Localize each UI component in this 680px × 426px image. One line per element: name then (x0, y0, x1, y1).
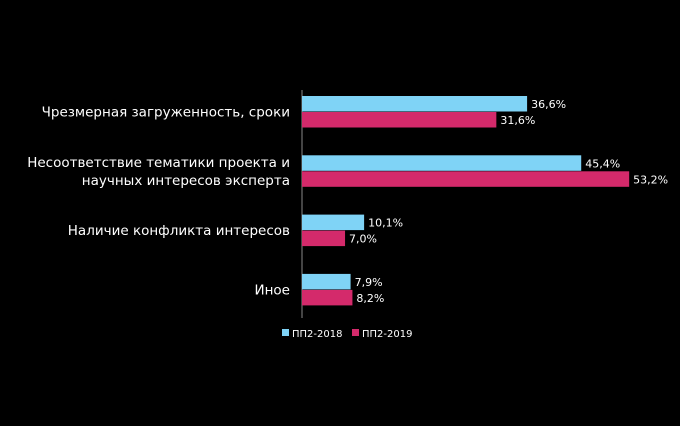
legend-label: ПП2-2019 (362, 329, 412, 340)
legend-swatch (282, 329, 289, 336)
category-label: Чрезмерная загруженность, сроки (42, 105, 290, 121)
bar-ПП2-2019 (302, 289, 353, 306)
bar-ПП2-2018 (302, 214, 365, 231)
bar-ПП2-2019 (302, 171, 630, 187)
category-label: Наличие конфликта интересов (68, 223, 290, 239)
data-label: 7,0% (349, 233, 377, 246)
data-label: 45,4% (585, 157, 620, 170)
category-label: Несоответствие тематики проекта и (27, 155, 290, 171)
data-label: 10,1% (368, 217, 403, 230)
data-label: 31,6% (500, 114, 535, 127)
data-label: 53,2% (633, 173, 668, 186)
bar-ПП2-2019 (302, 230, 346, 247)
category-label: Иное (255, 282, 291, 298)
bar-ПП2-2018 (302, 96, 528, 112)
data-label: 7,9% (355, 276, 383, 289)
data-label: 8,2% (356, 292, 384, 305)
legend-label: ПП2-2018 (292, 329, 342, 340)
bar-ПП2-2018 (302, 155, 582, 171)
bar-ПП2-2019 (302, 112, 497, 128)
bar-ПП2-2018 (302, 273, 351, 290)
data-label: 36,6% (531, 98, 566, 111)
category-label: научных интересов эксперта (82, 173, 290, 189)
legend-swatch (352, 329, 359, 336)
